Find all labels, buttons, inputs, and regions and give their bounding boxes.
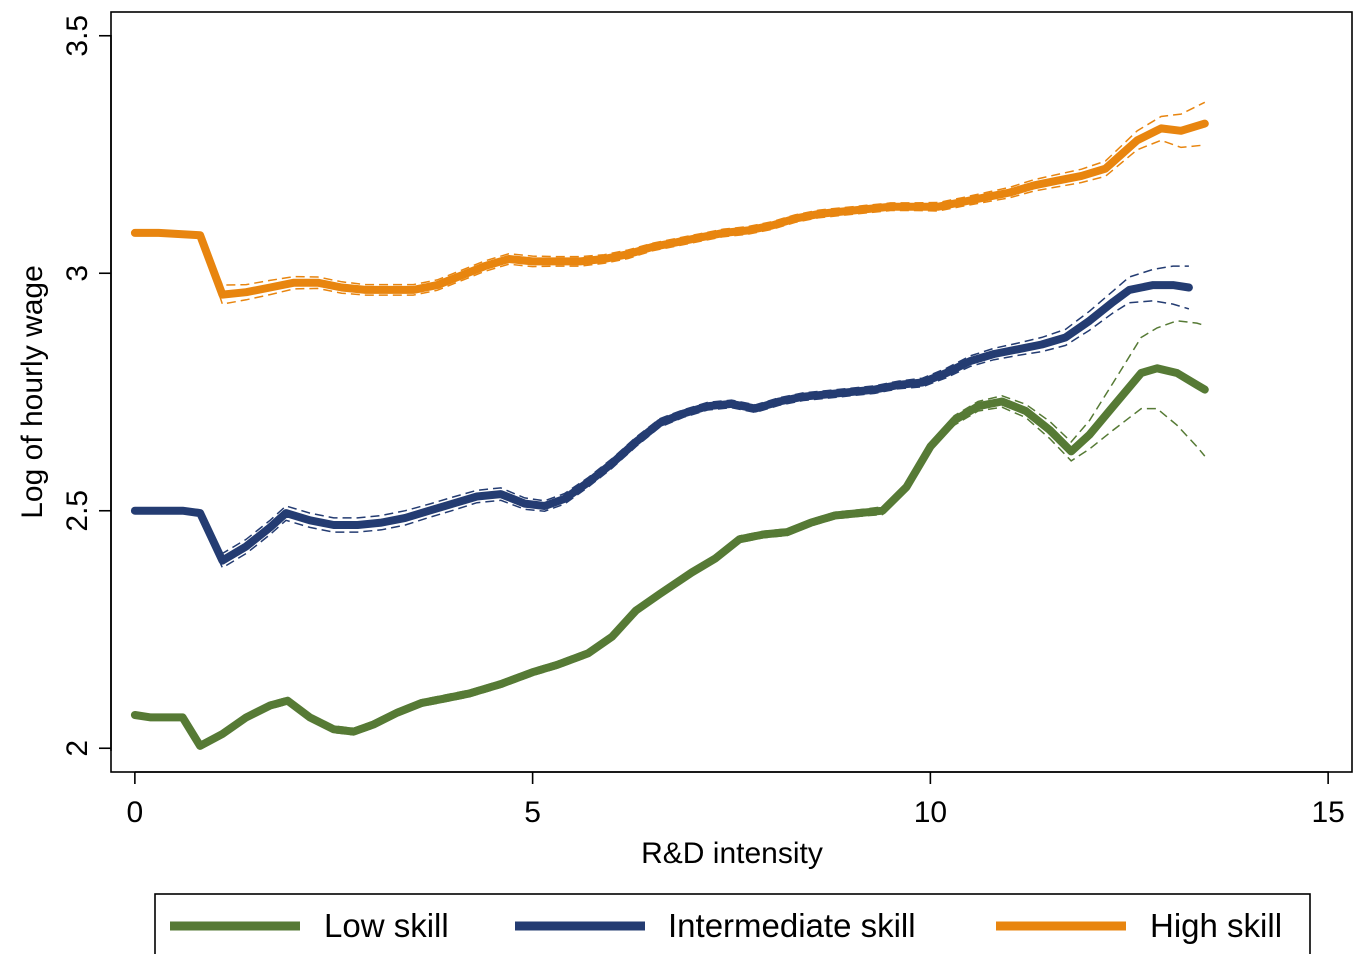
x-axis-title: R&D intensity [641,837,823,870]
series-layer [130,101,1209,751]
legend-label-low-skill: Low skill [324,907,449,944]
ci-lower-high-skill [134,139,1205,305]
legend-label-intermediate-skill: Intermediate skill [668,907,916,944]
x-tick-label: 5 [524,796,541,829]
series-line-high-skill [130,119,1209,299]
x-tick-label: 15 [1311,796,1344,829]
ci-upper-high-skill [134,101,1206,286]
series-line-intermediate-skill [130,281,1193,565]
series-line-low-skill [130,364,1209,750]
y-tick-label: 2.5 [61,490,94,532]
x-tick-label: 10 [914,796,947,829]
y-tick-label: 3 [61,265,94,282]
axis-layer: 0 5 10 15 2 2.5 3 3.5 [61,15,1345,829]
legend: Low skill Intermediate skill High skill [154,893,1311,954]
legend-label-high-skill: High skill [1150,907,1282,944]
y-axis-title: Log of hourly wage [16,265,49,519]
x-tick-label: 0 [127,796,144,829]
y-tick-label: 3.5 [61,15,94,57]
y-tick-label: 2 [61,740,94,757]
